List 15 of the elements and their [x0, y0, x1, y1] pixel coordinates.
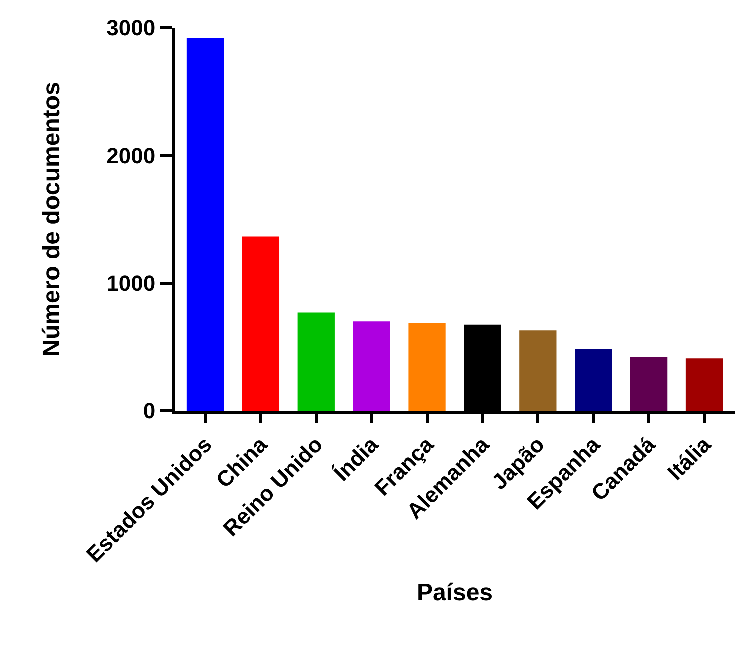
bar — [630, 357, 668, 411]
y-axis-title: Número de documentos — [38, 82, 66, 357]
x-axis-title: Países — [416, 580, 494, 607]
bar — [575, 349, 612, 411]
y-tick-label: 0 — [143, 398, 156, 424]
y-tick-label: 2000 — [106, 143, 156, 168]
bar — [242, 236, 280, 411]
y-tick-label: 3000 — [106, 16, 156, 41]
bar — [298, 312, 335, 411]
bar — [353, 322, 390, 411]
bar — [408, 324, 446, 411]
bar — [520, 330, 557, 411]
bar — [686, 358, 724, 411]
bar — [186, 38, 224, 411]
y-tick-label: 1000 — [106, 271, 156, 296]
